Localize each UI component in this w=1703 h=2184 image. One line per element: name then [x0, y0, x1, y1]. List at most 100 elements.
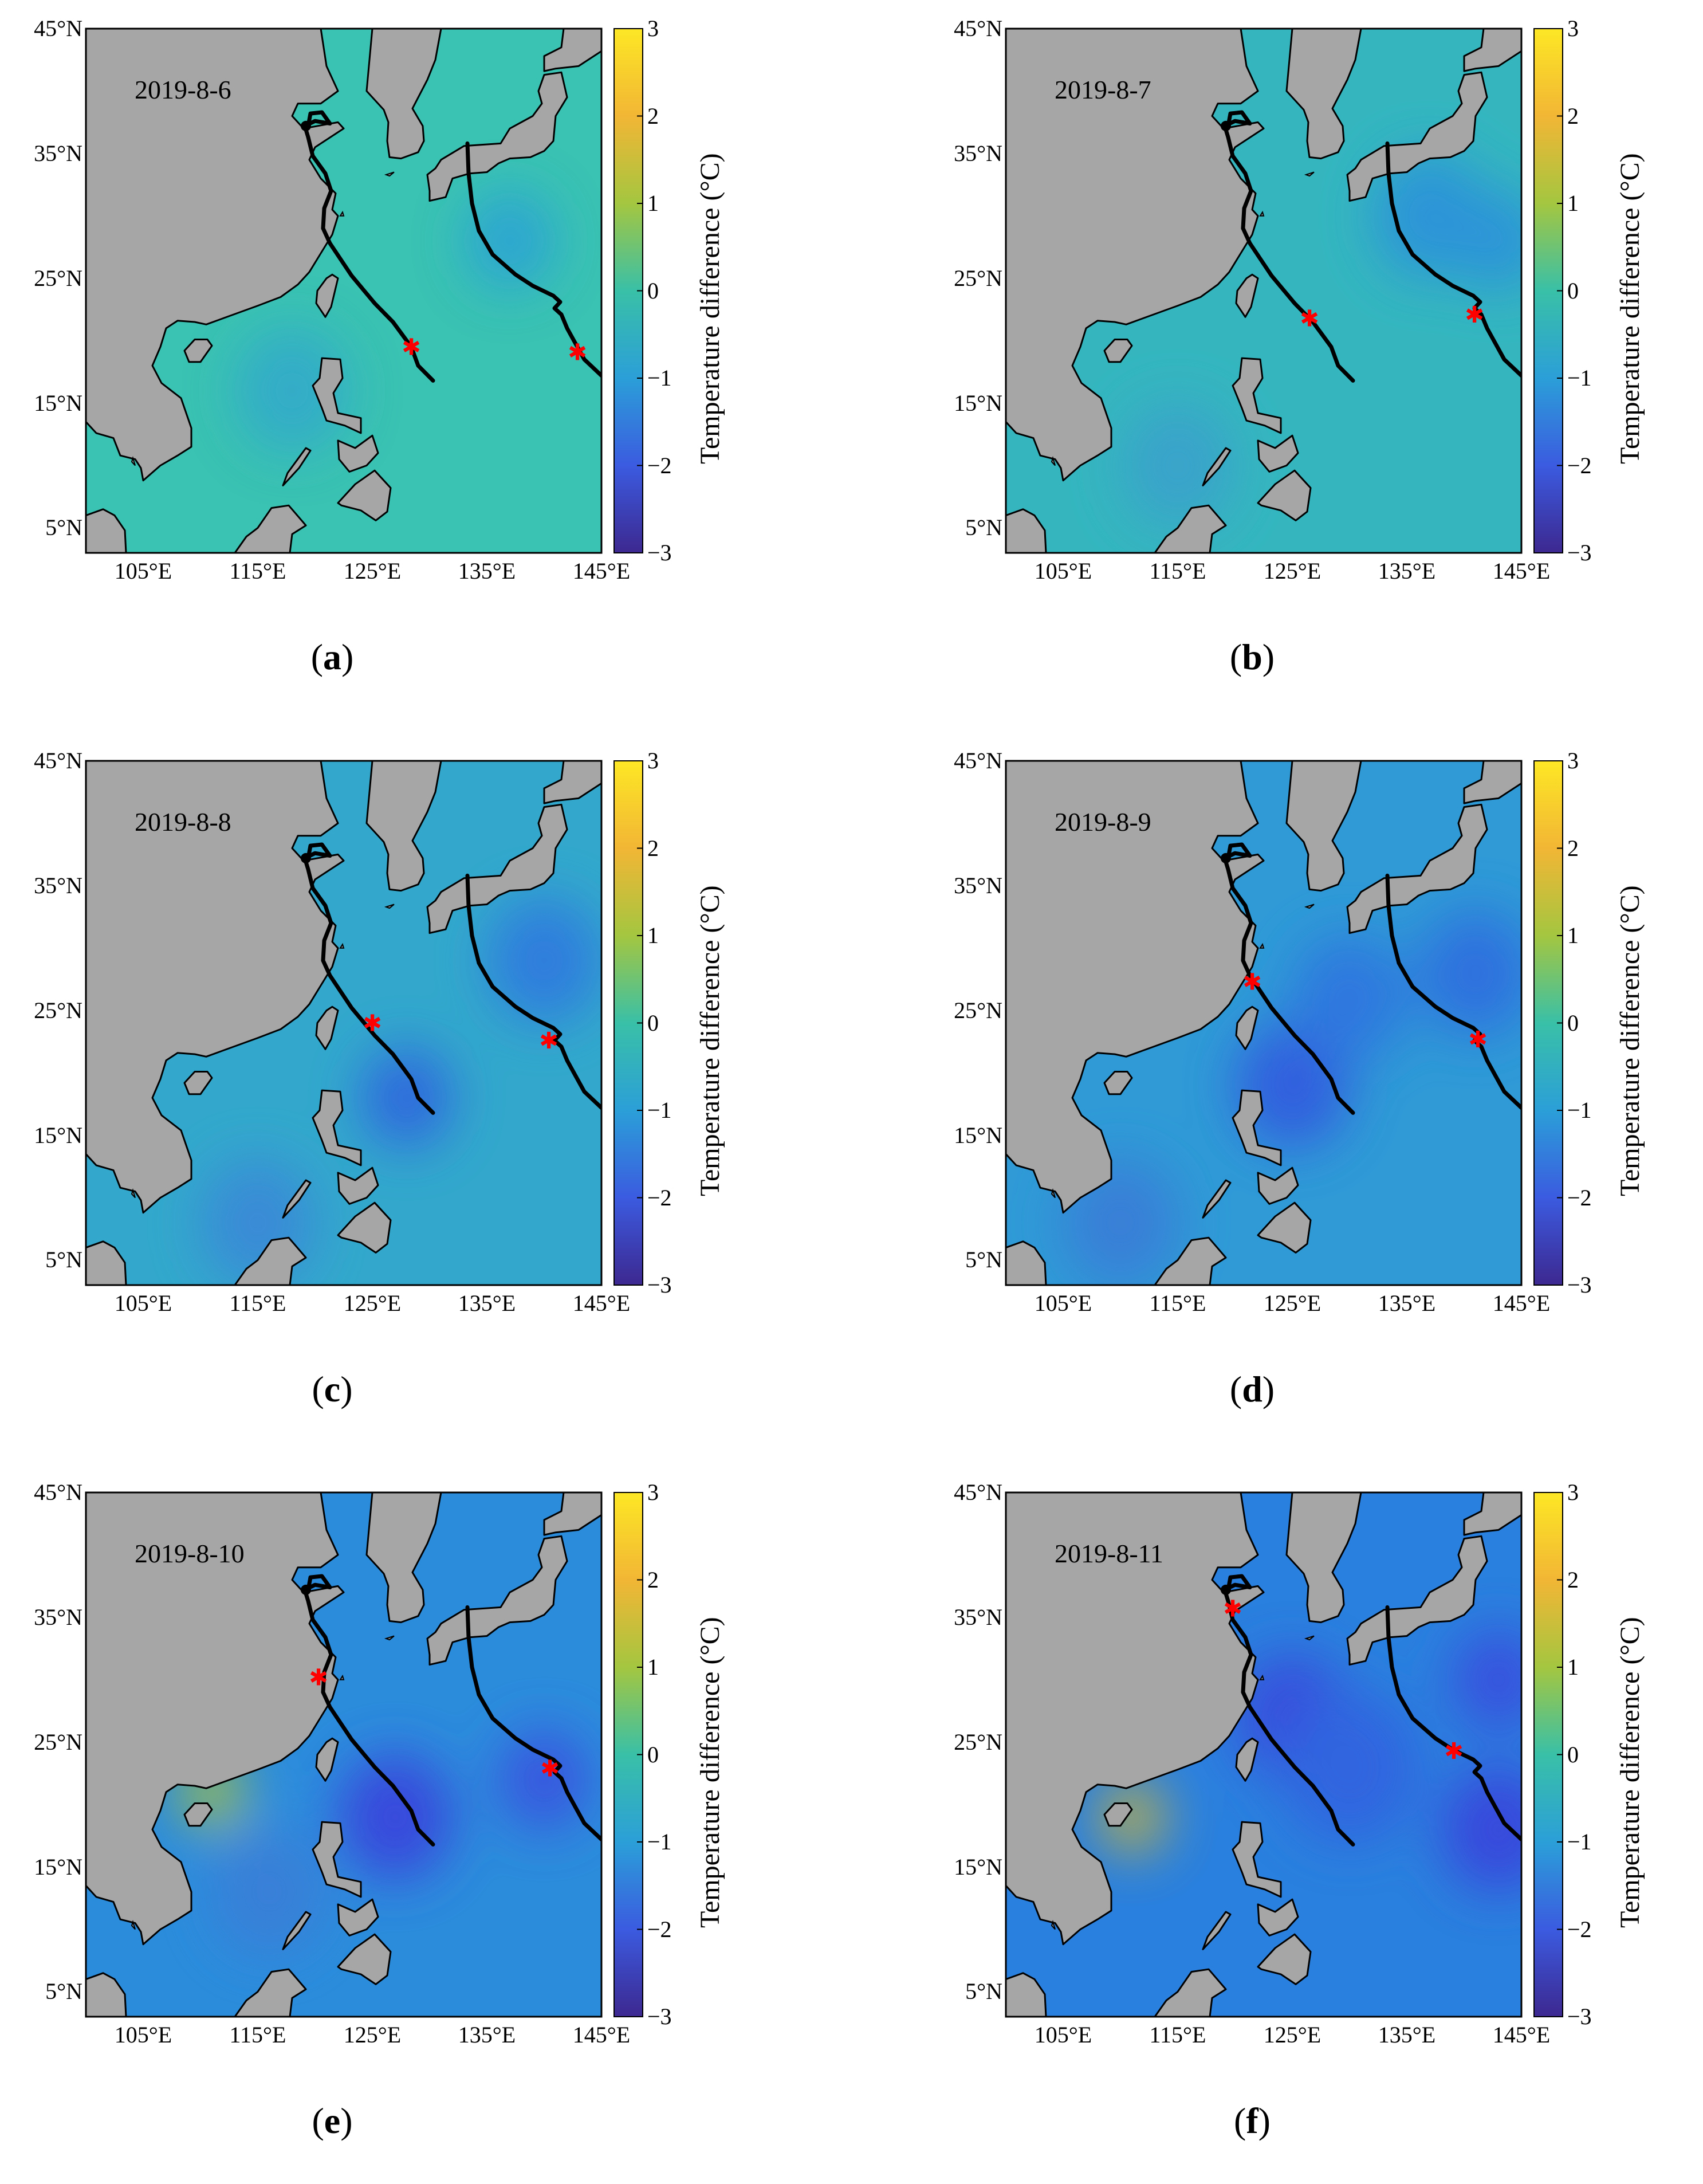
- colorbar-tick-label: −2: [647, 452, 672, 478]
- colorbar-tick-label: 1: [1567, 922, 1579, 948]
- map-plot: ✱✱: [1005, 1491, 1563, 2018]
- anomaly-patch: [235, 327, 349, 454]
- land-mass: [1257, 434, 1299, 473]
- lat-tick-label: 15°N: [34, 390, 82, 416]
- typhoon-track-east: [465, 141, 601, 378]
- lat-tick-label: 45°N: [34, 748, 82, 773]
- lat-tick-label: 5°N: [45, 514, 82, 541]
- colorbar-tick-label: 3: [1567, 15, 1579, 41]
- lat-tick-label: 45°N: [954, 1479, 1002, 1505]
- land-mass: [1285, 1492, 1362, 1624]
- anomaly-patch: [1453, 190, 1521, 292]
- land-mass: [1232, 1821, 1282, 1898]
- panel-letter-text: c: [324, 1369, 341, 1409]
- anomaly-patch: [1281, 1691, 1418, 1843]
- lon-tick-label: 135°E: [1378, 1290, 1436, 1316]
- land-mass: [183, 1802, 213, 1827]
- lat-tick-label: 35°N: [34, 872, 82, 898]
- lon-tick-label: 105°E: [114, 558, 172, 584]
- map-plot: ✱✱: [85, 28, 643, 554]
- land-mass: [315, 273, 339, 318]
- land-mass: [312, 1089, 362, 1166]
- colorbar-tick-label: 2: [1567, 835, 1579, 861]
- land-mass: [1232, 1089, 1282, 1166]
- lat-tick-label: 45°N: [954, 748, 1002, 773]
- typhoon-position-marker: ✱: [1300, 305, 1319, 332]
- land-mass: [1235, 273, 1259, 318]
- typhoon-position-marker: ✱: [1242, 969, 1262, 996]
- lon-tick-label: 135°E: [1378, 558, 1436, 584]
- lat-tick-label: 35°N: [34, 1604, 82, 1630]
- colorbar-tick-label: −2: [1567, 1184, 1592, 1211]
- land-mass: [543, 29, 601, 72]
- anomaly-patch: [464, 190, 556, 292]
- lon-tick-label: 105°E: [114, 1290, 172, 1316]
- land-mass: [1257, 1201, 1312, 1254]
- lon-tick-label: 115°E: [229, 558, 286, 584]
- colorbar-tick-label: 3: [647, 748, 659, 773]
- panel-letter-text: e: [324, 2100, 341, 2141]
- island: [1051, 1188, 1056, 1199]
- lon-tick-label: 105°E: [1034, 558, 1092, 584]
- colorbar-tick-label: −1: [1567, 1829, 1592, 1855]
- map-plot: ✱✱: [1005, 760, 1563, 1286]
- land-mass: [337, 1933, 392, 1985]
- lon-tick-label: 145°E: [572, 1290, 631, 1316]
- colorbar-tick-label: −1: [1567, 365, 1592, 391]
- island: [384, 171, 395, 177]
- land-mass: [86, 1972, 127, 2017]
- lon-tick-label: 135°E: [458, 1290, 516, 1316]
- map-panel-d: ✱ ✱ 2019-8-9 45°N 35°N 25°N 15°N 5°N 105°E 115°E 1…: [920, 732, 1703, 1420]
- colorbar-tick-label: 0: [1567, 277, 1579, 304]
- map-panel-b: ✱ ✱ 2019-8-7 45°N 35°N 25°N 15°N 5°N 105°E 115°E 1…: [920, 0, 1703, 688]
- lon-tick-label: 135°E: [1378, 2022, 1436, 2048]
- typhoon-track-west: [302, 1574, 435, 1847]
- colorbar-tick-label: −1: [647, 365, 672, 391]
- panel-date-label: 2019-8-10: [135, 1539, 245, 1568]
- track-end-dot: [301, 1584, 311, 1595]
- lat-tick-label: 25°N: [34, 265, 82, 291]
- colorbar-tick-label: −3: [647, 540, 672, 565]
- land-mass: [1257, 1898, 1299, 1936]
- colorbar-tick-label: 0: [647, 1741, 659, 1767]
- panel-letter: (e): [312, 2100, 353, 2141]
- lat-tick-label: 5°N: [45, 1247, 82, 1273]
- lat-tick-label: 15°N: [954, 1853, 1002, 1880]
- land-mass: [312, 1821, 362, 1898]
- anomaly-patch: [338, 1754, 453, 1880]
- island: [339, 1674, 345, 1680]
- land-mass: [1006, 1240, 1047, 1285]
- colorbar-tick-label: −3: [1567, 2004, 1592, 2029]
- colorbar-tick-label: 3: [1567, 748, 1579, 773]
- lon-tick-label: 105°E: [1034, 1290, 1092, 1316]
- colorbar-tick-label: 2: [1567, 1566, 1579, 1593]
- typhoon-position-marker: ✱: [568, 339, 587, 366]
- lat-tick-label: 15°N: [954, 390, 1002, 416]
- lon-tick-label: 115°E: [229, 2022, 286, 2048]
- colorbar-tick-label: 3: [647, 15, 659, 41]
- panel-letter-text: a: [323, 637, 341, 677]
- land-mass: [315, 1737, 339, 1782]
- colorbar-tick-label: 3: [1567, 1479, 1579, 1505]
- lon-tick-label: 145°E: [1492, 1290, 1551, 1316]
- lat-tick-label: 5°N: [965, 1247, 1002, 1273]
- island: [131, 455, 136, 466]
- lat-tick-label: 15°N: [34, 1122, 82, 1148]
- lat-tick-label: 5°N: [965, 514, 1002, 541]
- typhoon-track-east: [465, 873, 601, 1110]
- typhoon-track-west: [1222, 1574, 1355, 1847]
- land-mass: [1257, 469, 1312, 521]
- typhoon-position-marker: ✱: [539, 1028, 559, 1054]
- lat-tick-label: 5°N: [45, 1978, 82, 2005]
- panel-letter: (b): [1229, 637, 1275, 677]
- land-mass: [426, 1535, 568, 1666]
- anomaly-patch: [498, 1729, 590, 1831]
- land-mass: [183, 1071, 213, 1095]
- land-mass: [1232, 357, 1282, 434]
- land-mass: [315, 1005, 339, 1050]
- colorbar-tick-label: −2: [647, 1184, 672, 1211]
- map-frame: [85, 1491, 603, 2018]
- island: [384, 1635, 395, 1641]
- panel-date-label: 2019-8-6: [135, 75, 231, 104]
- typhoon-track-west: [1222, 110, 1355, 383]
